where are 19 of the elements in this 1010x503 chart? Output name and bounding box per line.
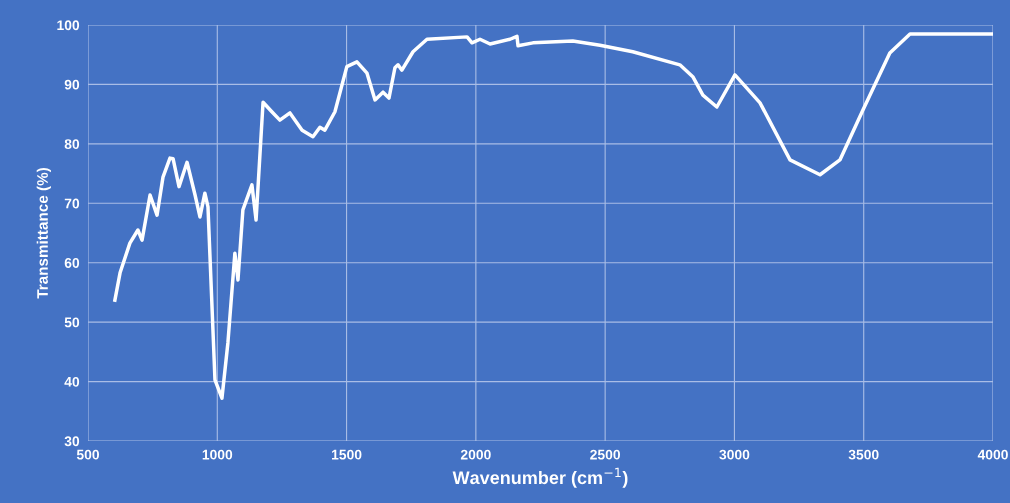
x-tick-label: 3500 — [848, 449, 879, 460]
y-axis-title: Transmittance (%) — [36, 167, 51, 299]
x-tick-label: 3000 — [719, 449, 750, 460]
y-tick-label: 90 — [64, 79, 80, 90]
y-tick-label: 50 — [64, 317, 80, 328]
y-tick-label: 30 — [64, 436, 80, 447]
y-tick-label: 100 — [57, 20, 80, 31]
x-tick-label: 1500 — [332, 449, 362, 460]
line-series — [113, 32, 993, 400]
x-tick-label: 4000 — [977, 449, 1008, 460]
x-tick-label: 2500 — [590, 449, 621, 460]
y-tick-label: 70 — [64, 198, 80, 209]
x-tick-label: 500 — [76, 449, 100, 460]
y-tick-label: 80 — [64, 139, 80, 150]
x-tick-label: 2000 — [460, 449, 491, 460]
x-axis-title: Wavenumber (cm$^{−1}$) — [452, 467, 628, 488]
y-tick-label: 40 — [64, 376, 80, 387]
y-tick-label: 60 — [64, 258, 80, 268]
x-tick-label: 1000 — [202, 449, 233, 460]
